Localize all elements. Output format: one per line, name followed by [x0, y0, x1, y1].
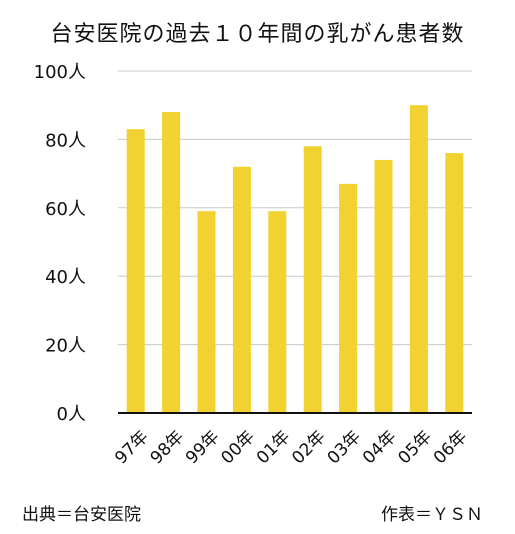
author-note: 作表＝ＹＳＮ: [381, 505, 483, 525]
bar: [374, 159, 393, 413]
chart-title: 台安医院の過去１０年間の乳がん患者数: [50, 22, 465, 47]
y-tick-label: 80人: [45, 130, 86, 151]
y-tick-label: 40人: [45, 267, 86, 288]
x-tick-label: 97年: [111, 427, 152, 468]
bar: [339, 183, 358, 413]
y-tick-label: 0人: [57, 404, 86, 425]
x-tick-label: 03年: [324, 427, 365, 468]
bars: [126, 105, 464, 414]
source-note: 出典＝台安医院: [22, 505, 141, 525]
x-tick-label: 06年: [430, 427, 471, 468]
bar: [409, 105, 428, 413]
bar: [197, 211, 216, 413]
y-tick-label: 100人: [34, 62, 86, 83]
x-tick-label: 98年: [147, 427, 188, 468]
x-tick-label: 01年: [253, 427, 294, 468]
bar: [268, 211, 287, 413]
y-tick-label: 60人: [45, 199, 86, 220]
x-tick-label: 04年: [359, 427, 400, 468]
x-tick-label: 00年: [217, 427, 258, 468]
x-tick-label: 02年: [288, 427, 329, 468]
x-tick-label: 99年: [182, 427, 223, 468]
bar: [303, 146, 322, 414]
y-tick-labels: 0人 20人 40人 60人 80人 100人: [34, 62, 86, 425]
bar: [126, 129, 145, 413]
y-tick-label: 20人: [45, 336, 86, 357]
bar: [445, 153, 464, 413]
x-tick-label: 05年: [394, 427, 435, 468]
bar: [232, 166, 251, 413]
bar: [162, 112, 181, 413]
